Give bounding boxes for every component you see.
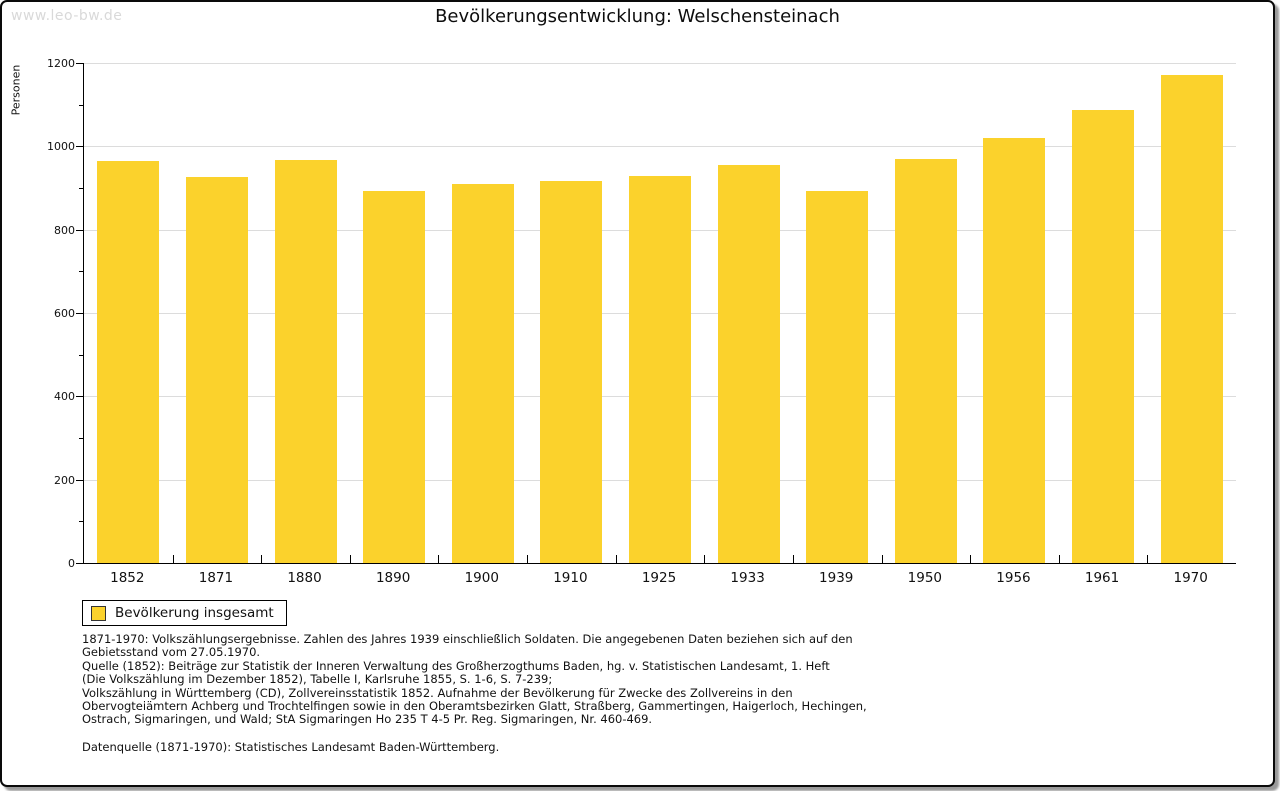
y-tick-label-0: 0 xyxy=(68,557,75,570)
x-tick-label-1925: 1925 xyxy=(641,570,677,586)
y-axis-major-tick-200 xyxy=(76,479,83,481)
x-tick-label-1890: 1890 xyxy=(375,570,411,586)
y-axis-minor-tick-1100 xyxy=(79,104,83,106)
gridline-1200 xyxy=(84,63,1236,64)
y-tick-label-200: 200 xyxy=(54,473,75,487)
y-axis-major-tick-600 xyxy=(76,313,83,314)
y-axis-major-tick-400 xyxy=(76,396,83,398)
bar-1871[interactable] xyxy=(185,177,248,563)
footnote-paragraphs: 1871-1970: Volkszählungsergebnisse. Zahl… xyxy=(82,632,867,727)
y-tick-label-1200: 1200 xyxy=(47,57,75,70)
y-axis-major-tick-1000 xyxy=(76,146,83,148)
x-axis-boundary-tick-12 xyxy=(1147,555,1149,563)
y-tick-label-400: 400 xyxy=(54,390,75,404)
bar-1890[interactable] xyxy=(363,191,426,563)
chart-area: Personen 0 200 400 600 800 1000 1200 1852 1871 18… xyxy=(2,2,1280,602)
bar-1900[interactable] xyxy=(451,184,514,563)
x-tick-label-1880: 1880 xyxy=(287,570,322,586)
x-tick-label-1852: 1852 xyxy=(110,570,145,586)
plot-area xyxy=(76,63,1236,564)
y-tick-label-1000: 1000 xyxy=(47,140,75,154)
y-axis-major-tick-1200 xyxy=(76,63,83,64)
bar-1910[interactable] xyxy=(540,181,603,563)
watermark-url: www.leo-bw.de xyxy=(11,8,123,24)
y-tick-label-600: 600 xyxy=(54,307,75,320)
datenquelle-line: Datenquelle (1871-1970): Statistisches L… xyxy=(82,739,500,754)
y-axis-major-tick-0 xyxy=(76,562,83,564)
x-axis-boundary-tick-4 xyxy=(438,555,440,563)
footnote-line-5: Volkszählung in Württemberg (CD), Zollve… xyxy=(82,685,793,700)
x-axis-boundary-tick-6 xyxy=(615,555,617,563)
x-tick-label-1939: 1939 xyxy=(819,570,854,586)
x-axis-boundary-tick-11 xyxy=(1058,555,1060,563)
bar-1939[interactable] xyxy=(806,191,869,563)
footnote-line-7: Ostrach, Sigmaringen, und Wald; StA Sigm… xyxy=(82,712,653,727)
footnote-line-3: Quelle (1852): Beiträge zur Statistik de… xyxy=(82,658,830,673)
x-axis-boundary-tick-7 xyxy=(704,555,706,563)
footnote-line-1: 1871-1970: Volkszählungsergebnisse. Zahl… xyxy=(82,632,853,646)
x-tick-label-1950: 1950 xyxy=(907,570,943,586)
x-tick-label-1970: 1970 xyxy=(1173,570,1208,586)
y-axis-minor-tick-900 xyxy=(79,188,83,189)
x-axis-boundary-tick-10 xyxy=(970,555,972,563)
y-axis-minor-tick-700 xyxy=(79,271,83,273)
x-tick-label-1956: 1956 xyxy=(996,570,1031,586)
bar-1880[interactable] xyxy=(274,160,337,563)
x-tick-label-1961: 1961 xyxy=(1084,570,1120,586)
x-tick-label-1900: 1900 xyxy=(464,570,499,586)
bar-1961[interactable] xyxy=(1072,110,1135,563)
x-axis-boundary-tick-1 xyxy=(172,555,174,563)
y-axis-minor-tick-500 xyxy=(79,354,83,356)
y-axis-minor-tick-100 xyxy=(79,521,83,523)
bar-1956[interactable] xyxy=(983,138,1046,563)
gridline-1000 xyxy=(84,146,1236,148)
legend-box: Bevölkerung insgesamt xyxy=(82,600,287,626)
bar-1933[interactable] xyxy=(717,165,780,563)
x-tick-label-1871: 1871 xyxy=(198,570,234,586)
x-tick-label-1933: 1933 xyxy=(730,570,765,586)
chart-title: Bevölkerungsentwicklung: Welschensteinac… xyxy=(435,6,840,27)
y-axis-minor-tick-300 xyxy=(79,438,83,439)
bar-1950[interactable] xyxy=(894,159,957,563)
x-axis-boundary-tick-3 xyxy=(349,555,351,563)
footnote-line-2: Gebietsstand vom 27.05.1970. xyxy=(82,645,261,660)
bar-1852[interactable] xyxy=(97,161,160,563)
bar-1970[interactable] xyxy=(1160,75,1223,563)
legend-label: Bevölkerung insgesamt xyxy=(115,605,274,621)
x-axis-boundary-tick-2 xyxy=(261,555,263,563)
y-tick-label-800: 800 xyxy=(54,223,75,237)
x-axis-boundary-tick-5 xyxy=(527,555,529,563)
footnote-line-6: Obervogteiämtern Achberg und Trochtelfin… xyxy=(82,699,867,714)
x-tick-label-1910: 1910 xyxy=(553,570,588,586)
bar-1925[interactable] xyxy=(629,176,691,563)
y-axis-major-tick-800 xyxy=(76,229,83,231)
y-axis-title: Personen xyxy=(9,64,23,116)
footnotes: 1871-1970: Volkszählungsergebnisse. Zahl… xyxy=(82,632,867,754)
footnote-line-4: (Die Volkszählung im Dezember 1852), Tab… xyxy=(82,672,553,687)
x-axis-boundary-tick-9 xyxy=(881,555,883,563)
x-axis-boundary-tick-8 xyxy=(792,555,794,563)
legend-swatch-icon xyxy=(91,605,106,621)
